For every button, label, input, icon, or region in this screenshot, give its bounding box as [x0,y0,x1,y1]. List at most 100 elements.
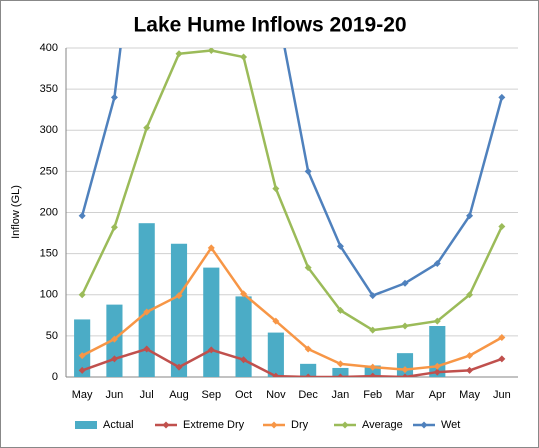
marker [78,366,86,374]
marker [110,93,118,101]
lines [78,48,506,377]
x-tick-label: Nov [266,389,286,401]
marker [466,291,474,299]
marker [272,185,280,193]
marker [369,372,377,377]
y-tick-label: 200 [40,206,58,218]
chart-title: Lake Hume Inflows 2019-20 [133,14,406,37]
marker [401,373,409,377]
marker [433,259,441,267]
bar [364,365,381,377]
legend-label: Actual [103,419,134,431]
x-tick-label: Aug [169,389,189,401]
y-axis-label: Inflow (GL) [10,185,22,239]
marker [304,167,312,175]
x-tick-label: May [72,389,93,401]
marker [336,373,344,377]
marker [466,212,474,220]
legend-swatch [75,421,97,429]
marker [401,366,409,374]
legend-label: Extreme Dry [183,419,245,431]
x-tick-label: Oct [235,389,252,401]
legend-label: Average [362,419,403,431]
marker [336,306,344,314]
legend-marker [162,421,170,429]
y-tick-label: 0 [52,371,58,383]
bar [332,367,349,377]
marker [433,362,441,370]
x-tick-label: Apr [429,389,446,401]
marker [175,292,183,300]
bar [300,363,317,377]
legend-label: Wet [441,419,460,431]
marker [78,212,86,220]
marker [240,53,248,61]
marker [304,373,312,377]
marker [207,244,215,252]
y-tick-label: 400 [40,42,58,54]
marker [369,292,377,300]
marker [336,242,344,250]
legend-marker [341,421,349,429]
marker [175,363,183,371]
marker [498,222,506,230]
bar [74,319,91,377]
marker [110,223,118,231]
marker [143,124,151,132]
line [80,48,504,297]
x-tick-label: Jul [140,389,154,401]
marker [110,335,118,343]
y-tick-label: 350 [40,83,58,95]
marker [433,368,441,376]
marker [466,352,474,360]
marker [110,355,118,363]
marker [78,352,86,360]
bar [138,223,155,377]
x-tick-label: Sep [201,389,221,401]
line [81,347,503,377]
marker [369,326,377,334]
bar [203,267,220,377]
bar [170,243,188,377]
y-tick-label: 50 [46,330,58,342]
labels: 0 50 100 150 200 250 300 350 400 May Jun Jul Aug Sep O… [40,42,511,431]
marker [304,264,312,272]
x-tick-label: Feb [363,389,382,401]
marker [272,372,280,377]
marker [143,345,151,353]
y-tick-label: 300 [40,124,58,136]
y-tick-label: 150 [40,248,58,260]
x-tick-label: May [459,389,480,401]
marker [240,356,248,364]
marker [207,48,215,54]
line [81,49,503,332]
marker [401,279,409,287]
marker [78,291,86,299]
bar [267,332,284,377]
legend-marker [420,421,428,429]
marker [466,366,474,374]
marker [304,345,312,353]
bar [235,296,252,377]
marker [498,355,506,363]
x-tick-label: Jan [332,389,350,401]
x-tick-label: Jun [493,389,511,401]
x-tick-label: Dec [298,389,318,401]
marker [143,308,151,316]
x-tick-label: Jun [106,389,124,401]
marker [498,93,506,101]
marker [207,346,215,354]
marker [175,50,183,58]
y-tick-label: 100 [40,289,58,301]
marker [433,317,441,325]
marker [240,290,248,298]
x-tick-label: Mar [396,389,415,401]
marker [336,360,344,368]
marker [401,322,409,330]
bar [396,353,414,377]
line [81,246,503,371]
marker [498,334,506,342]
legend-label: Dry [291,419,309,431]
